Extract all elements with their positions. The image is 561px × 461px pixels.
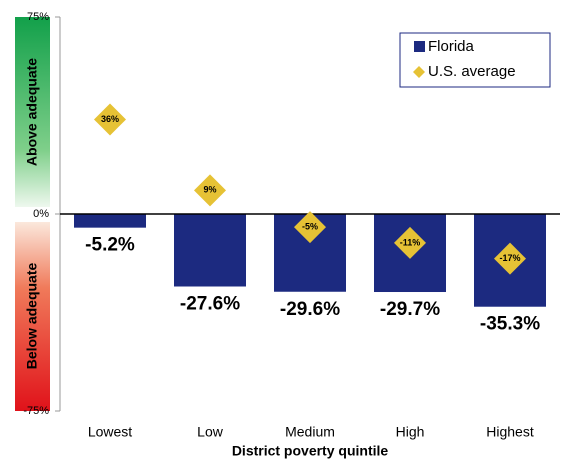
marker-value-label: 36% bbox=[101, 114, 119, 124]
y-tick-label: -75% bbox=[23, 405, 49, 417]
x-tick-label: Low bbox=[197, 424, 224, 440]
below-label: Below adequate bbox=[24, 263, 40, 370]
legend-swatch bbox=[413, 66, 425, 78]
x-tick-label: Lowest bbox=[88, 424, 132, 440]
diamond-marker bbox=[94, 103, 126, 136]
x-tick-label: High bbox=[396, 424, 425, 440]
y-tick-label: 75% bbox=[27, 11, 49, 23]
x-tick-label: Medium bbox=[285, 424, 335, 440]
x-tick-label: Highest bbox=[486, 424, 534, 440]
marker-value-label: -5% bbox=[302, 222, 318, 232]
marker-value-label: 9% bbox=[203, 185, 216, 195]
bar-value-label: -5.2% bbox=[85, 235, 135, 256]
diamond-marker bbox=[394, 226, 426, 259]
bar-value-label: -27.6% bbox=[180, 294, 240, 315]
above-label: Above adequate bbox=[24, 58, 40, 166]
bar-value-label: -29.7% bbox=[380, 299, 440, 320]
diamond-marker bbox=[294, 211, 326, 244]
legend-label: Florida bbox=[428, 38, 475, 55]
diamond-marker bbox=[194, 174, 226, 207]
below-band bbox=[15, 222, 50, 411]
bar-value-label: -35.3% bbox=[480, 314, 540, 335]
diamond-marker bbox=[494, 242, 526, 275]
marker-value-label: -11% bbox=[400, 237, 421, 247]
y-tick-label: 0% bbox=[33, 208, 49, 220]
legend-label: U.S. average bbox=[428, 63, 516, 80]
bar bbox=[74, 214, 146, 228]
legend-swatch bbox=[414, 41, 425, 52]
bar bbox=[174, 214, 246, 287]
x-axis-title: District poverty quintile bbox=[232, 443, 389, 459]
bar-value-label: -29.6% bbox=[280, 299, 340, 320]
marker-value-label: -17% bbox=[499, 253, 520, 263]
above-band bbox=[15, 17, 50, 207]
